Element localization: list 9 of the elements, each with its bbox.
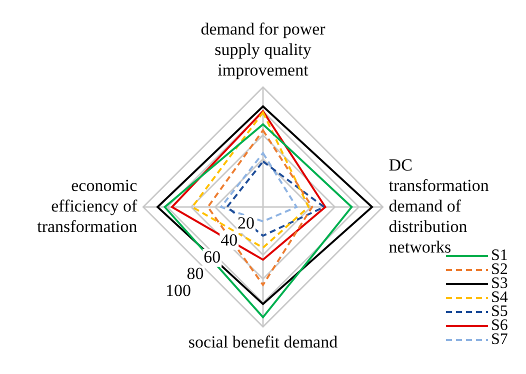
y-tick-label: 80 [186,264,204,284]
y-tick-label: 100 [166,281,192,300]
y-tick-label: 40 [220,230,238,250]
y-tick-label: 60 [204,247,221,266]
spoke-label: DC transformation demand of distribution networks [388,156,490,256]
spoke-label: economic efficiency of transformation [37,176,138,236]
spoke-label: social benefit demand [188,332,338,352]
spoke-label: demand for power supply quality improvement [200,20,326,80]
y-tick-label: 20 [238,213,255,232]
